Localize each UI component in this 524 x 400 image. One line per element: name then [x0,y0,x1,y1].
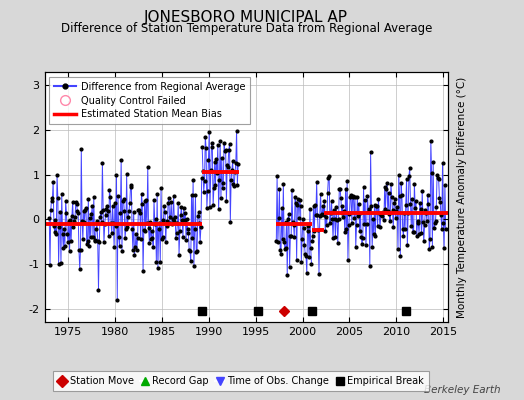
Y-axis label: Monthly Temperature Anomaly Difference (°C): Monthly Temperature Anomaly Difference (… [457,76,467,318]
Legend: Station Move, Record Gap, Time of Obs. Change, Empirical Break: Station Move, Record Gap, Time of Obs. C… [53,372,429,391]
Text: Berkeley Earth: Berkeley Earth [424,385,500,395]
Text: Difference of Station Temperature Data from Regional Average: Difference of Station Temperature Data f… [61,22,432,35]
Legend: Difference from Regional Average, Quality Control Failed, Estimated Station Mean: Difference from Regional Average, Qualit… [49,77,250,124]
Text: JONESBORO MUNICIPAL AP: JONESBORO MUNICIPAL AP [144,10,348,25]
